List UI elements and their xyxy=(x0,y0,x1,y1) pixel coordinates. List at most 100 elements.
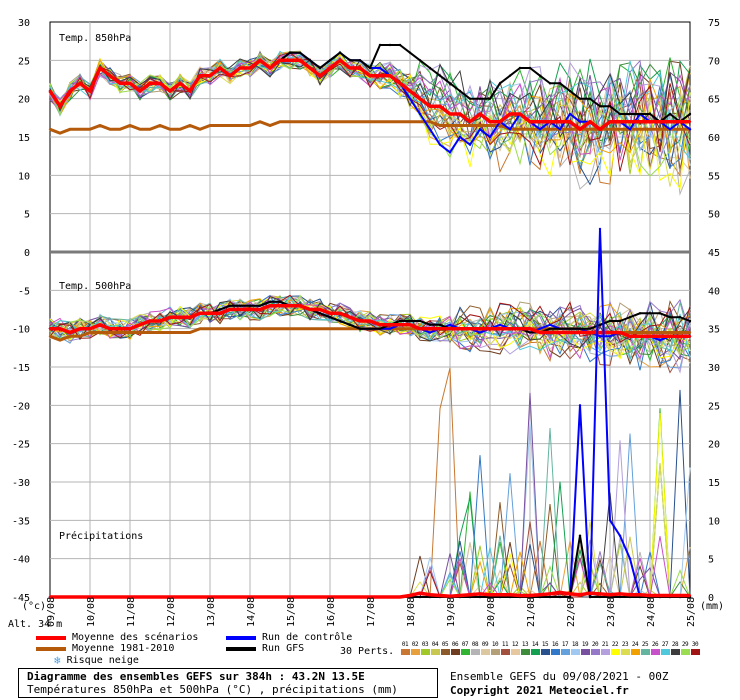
pert-number: 24 xyxy=(631,641,639,648)
pert-number: 16 xyxy=(551,641,559,648)
series-point xyxy=(58,595,62,599)
series-point xyxy=(608,120,612,123)
series-point xyxy=(378,323,382,327)
series-point xyxy=(648,331,652,334)
series-point xyxy=(278,595,282,599)
series-point xyxy=(418,595,422,599)
series-point xyxy=(288,595,292,599)
series-point xyxy=(598,323,602,327)
series-point xyxy=(158,82,162,85)
series-point xyxy=(128,595,132,599)
series-point xyxy=(438,143,442,146)
series-point xyxy=(258,327,262,330)
series-point xyxy=(288,120,292,123)
series-point xyxy=(418,319,422,323)
series-point xyxy=(408,323,412,327)
series-point xyxy=(668,128,672,131)
series-point xyxy=(558,595,562,599)
series-point xyxy=(88,331,92,334)
pert-color-swatch xyxy=(660,649,670,655)
series-point xyxy=(468,97,472,100)
series-point xyxy=(418,112,422,116)
series-point xyxy=(498,124,502,127)
pert-legend-item: 18 xyxy=(570,641,580,655)
series-point xyxy=(548,82,552,85)
series-point xyxy=(528,594,532,597)
series-point xyxy=(608,593,612,596)
pert-number: 02 xyxy=(411,641,419,648)
series-point xyxy=(588,595,592,599)
series-point xyxy=(408,51,412,54)
series-point xyxy=(498,82,502,85)
series-point xyxy=(408,594,412,597)
y-tick-label-left: -40 xyxy=(12,555,30,566)
pert-legend-item: 21 xyxy=(600,641,610,655)
series-point xyxy=(678,128,682,131)
series-point xyxy=(138,323,142,327)
series-point xyxy=(508,128,512,131)
series-point xyxy=(688,128,692,131)
pert-legend-item: 04 xyxy=(430,641,440,655)
series-point xyxy=(568,112,572,116)
pert-legend-item: 02 xyxy=(410,641,420,655)
x-tick-label: 10/08 xyxy=(86,597,97,627)
legend-climato: Moyenne 1981-2010 xyxy=(36,643,174,654)
series-point xyxy=(508,112,512,116)
pert-number: 09 xyxy=(481,641,489,648)
series-point xyxy=(688,120,692,123)
series-point xyxy=(398,120,402,123)
series-point xyxy=(348,595,352,599)
series-point xyxy=(428,120,432,123)
series-point xyxy=(508,593,512,596)
series-point xyxy=(628,315,632,319)
x-tick-label: 19/08 xyxy=(446,597,457,627)
series-point xyxy=(438,323,442,327)
y-tick-label-right: 40 xyxy=(708,286,720,297)
series-point xyxy=(258,304,262,307)
series-point xyxy=(88,327,92,330)
series-point xyxy=(68,128,72,131)
series-point xyxy=(218,312,222,315)
series-point xyxy=(288,59,292,62)
series-point xyxy=(58,105,62,108)
gefs-ensemble-chart: 09/08 10/08 11/08 12/08 13/08 14/08 15/08 16/08… xyxy=(8,18,724,630)
series-point xyxy=(158,124,162,127)
series-point xyxy=(188,331,192,334)
series-point xyxy=(458,112,462,116)
pert-number: 06 xyxy=(451,641,459,648)
y-tick-label-right: 30 xyxy=(708,363,720,374)
series-point xyxy=(428,105,432,108)
series-point xyxy=(688,594,692,597)
series-point xyxy=(478,128,482,131)
series-point xyxy=(688,335,692,338)
series-point xyxy=(438,594,442,597)
series-point xyxy=(98,124,102,127)
series-point xyxy=(678,120,682,123)
series-point xyxy=(88,595,92,599)
y-tick-label-left: -20 xyxy=(12,401,30,412)
series-point xyxy=(678,331,682,334)
series-point xyxy=(418,97,422,100)
series-point xyxy=(368,595,372,599)
series-point xyxy=(318,74,322,77)
series-point xyxy=(218,595,222,599)
series-point xyxy=(638,112,642,116)
pert-number: 01 xyxy=(401,641,409,648)
series-point xyxy=(48,335,52,338)
main-series xyxy=(48,43,692,599)
series-point xyxy=(578,404,582,407)
series-point xyxy=(378,595,382,599)
series-point xyxy=(678,315,682,319)
series-point xyxy=(168,595,172,599)
legend-mean-swatch xyxy=(36,635,66,640)
series-point xyxy=(488,593,492,596)
series-point xyxy=(398,82,402,85)
pert-color-swatch xyxy=(690,649,700,655)
series-point xyxy=(198,595,202,599)
series-point xyxy=(468,143,472,146)
legend-control-label: Run de contrôle xyxy=(262,632,353,643)
series-point xyxy=(238,66,242,70)
series-point xyxy=(658,331,662,334)
series-point xyxy=(538,128,542,131)
series-point xyxy=(308,327,312,330)
